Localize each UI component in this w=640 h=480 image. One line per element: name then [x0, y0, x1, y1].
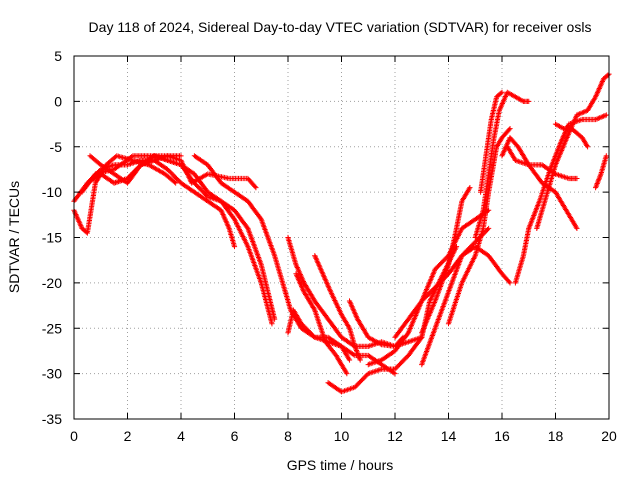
data-series-arc-21 [478, 89, 505, 195]
data-point [507, 126, 513, 132]
data-point [351, 352, 357, 358]
y-tick-label: -25 [42, 320, 62, 336]
data-point [202, 191, 209, 197]
data-point [257, 215, 263, 221]
data-point [484, 227, 491, 233]
x-tick-label: 2 [124, 428, 132, 444]
data-series-arc-27 [593, 153, 609, 191]
x-tick-label: 16 [494, 428, 510, 444]
x-tick-label: 10 [334, 428, 350, 444]
y-tick-label: 0 [54, 93, 62, 109]
data-point [253, 184, 259, 191]
data-series-arc-11 [312, 253, 363, 363]
data-point [603, 153, 609, 159]
data-point [231, 243, 238, 250]
data-series-arc-23 [504, 144, 580, 182]
data-point [425, 291, 431, 297]
y-axis-label: SDTVAR / TECUs [6, 181, 22, 293]
data-point [252, 183, 258, 190]
data-point [486, 225, 492, 232]
data-point [467, 184, 473, 191]
data-series-arc-19 [445, 126, 513, 327]
data-point [304, 326, 310, 332]
data-point [128, 172, 134, 178]
y-tick-label: -5 [50, 139, 63, 155]
x-tick-label: 20 [601, 428, 617, 444]
data-point [506, 127, 512, 133]
y-tick-label: -15 [42, 230, 62, 246]
y-tick-label: 5 [54, 48, 62, 64]
data-point [486, 207, 492, 213]
data-point [507, 280, 513, 286]
y-tick-label: -10 [42, 184, 62, 200]
x-tick-label: 6 [231, 428, 239, 444]
x-tick-label: 0 [70, 428, 78, 444]
data-point [196, 185, 202, 191]
data-series-arc-24 [512, 112, 609, 286]
data-point [344, 371, 350, 377]
data-point [432, 266, 438, 272]
data-series-arc-18 [419, 184, 473, 336]
data-point [402, 356, 408, 362]
data-point [178, 153, 184, 159]
data-point [498, 90, 504, 96]
data-point [134, 165, 141, 171]
data-point [231, 215, 237, 221]
data-point [418, 335, 424, 342]
data-point [441, 257, 447, 263]
data-point [574, 175, 580, 182]
data-point [173, 180, 179, 186]
chart-title: Day 118 of 2024, Sidereal Day-to-day VTE… [89, 19, 592, 35]
data-point [173, 175, 180, 182]
x-tick-label: 18 [548, 428, 564, 444]
data-series-arc-26 [552, 121, 591, 150]
data-point [506, 279, 512, 285]
data-series-arc-10 [285, 307, 353, 363]
data-point [526, 98, 532, 104]
data-point [136, 164, 142, 170]
data-point [311, 333, 317, 339]
data-point [244, 224, 250, 230]
x-tick-label: 4 [177, 428, 185, 444]
data-layer [71, 71, 612, 395]
data-series-arc-6 [111, 153, 275, 327]
data-point [269, 321, 275, 327]
data-point [363, 373, 369, 379]
y-tick-label: -20 [42, 275, 62, 291]
data-point [357, 379, 363, 385]
y-tick-label: -35 [42, 411, 62, 427]
data-series-arc-17 [419, 244, 513, 368]
data-series-arc-20 [472, 89, 532, 241]
data-point [171, 179, 178, 185]
data-point [197, 186, 203, 192]
y-tick-label: -30 [42, 366, 62, 382]
x-tick-label: 14 [441, 428, 457, 444]
data-series-arc-25 [534, 71, 612, 231]
data-point [603, 112, 609, 118]
data-point [432, 284, 438, 290]
data-point [356, 380, 362, 386]
data-point [395, 363, 401, 369]
x-axis-label: GPS time / hours [287, 457, 394, 473]
grid-layer [74, 56, 609, 419]
data-point [357, 357, 363, 363]
x-tick-label: 12 [387, 428, 403, 444]
data-point [499, 89, 505, 95]
data-point [165, 166, 171, 172]
data-point [404, 331, 411, 337]
tick-layer: 0 2 4 6 8 10 12 14 16 18 20 5 0 -5 -10 -15 -20 -25 -30 -35 [42, 48, 617, 444]
data-series-arc-14 [325, 243, 460, 395]
data-point [392, 371, 398, 377]
data-point [605, 72, 611, 78]
data-series-arc-7 [191, 153, 288, 295]
x-tick-label: 8 [284, 428, 292, 444]
data-point [585, 144, 591, 150]
data-point [574, 225, 580, 232]
data-point [424, 292, 430, 298]
data-series-arc-12 [293, 271, 350, 377]
data-point [346, 357, 353, 363]
